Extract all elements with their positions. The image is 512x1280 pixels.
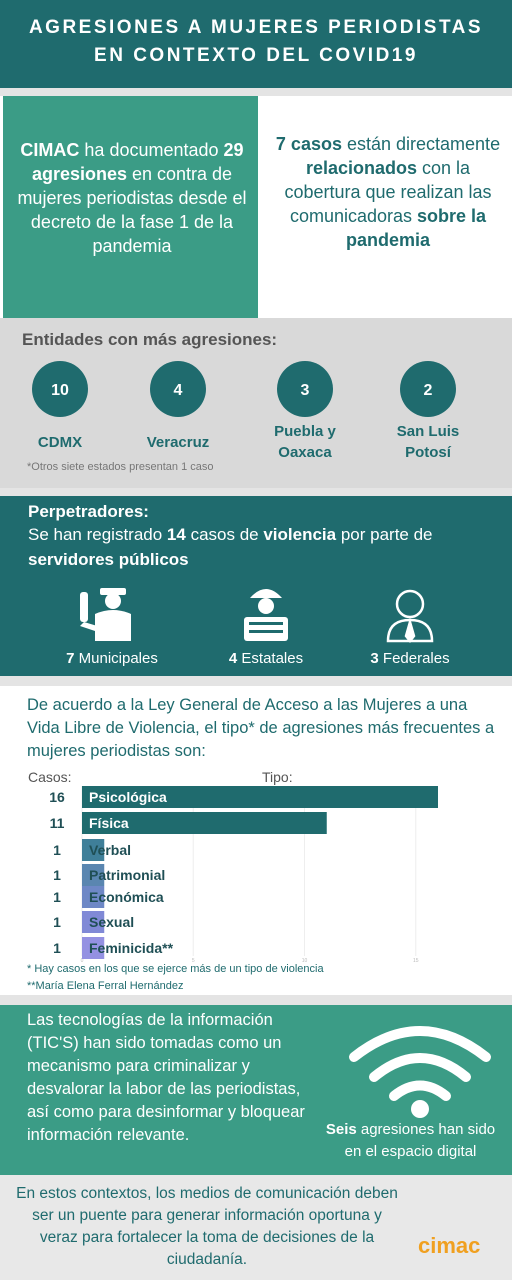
bar <box>82 839 105 861</box>
bar <box>82 886 105 908</box>
entity-circle <box>150 361 206 417</box>
bar <box>82 812 327 834</box>
perp-label: Estatales <box>241 650 304 667</box>
entity-name: Veracruz <box>146 434 210 451</box>
bar <box>82 786 438 808</box>
x-tick-label: 0 <box>81 958 84 964</box>
intro-left-box <box>3 96 258 318</box>
text-segment: por parte de <box>336 525 433 544</box>
logo: cimac <box>418 1233 481 1258</box>
footer-text: En estos contextos, los medios de comuni… <box>16 1185 398 1268</box>
category-label: Verbal <box>89 842 131 858</box>
tics-digital: Seis agresiones han sido en el espacio d… <box>318 1119 503 1163</box>
perp-count: 7 <box>66 650 75 667</box>
bar <box>82 937 105 959</box>
perp-title: Perpetradores: <box>28 502 149 521</box>
text-segment: Se han registrado <box>28 525 167 544</box>
x-tick-label: 15 <box>413 958 419 964</box>
count-label: 16 <box>49 789 65 805</box>
entity-count: 2 <box>424 382 433 399</box>
intro-right: 7 casos están directamente relacionados … <box>272 132 504 252</box>
intro-left: CIMAC ha documentado 29 agresiones en co… <box>16 138 248 258</box>
entity-count: 10 <box>51 382 69 399</box>
title-line: AGRESIONES A MUJERES PERIODISTAS <box>28 17 484 38</box>
category-label: Económica <box>89 889 164 905</box>
text-segment: 14 <box>166 525 186 544</box>
perp-item: 3 Federales <box>330 650 490 667</box>
perp-icons <box>80 588 434 644</box>
tics-text: Las tecnologías de la información (TIC'S… <box>27 1011 305 1144</box>
text-segment: ha documentado <box>79 140 224 160</box>
text-segment: en contra de mujeres periodistas desde e… <box>17 164 247 256</box>
text-segment: relacionados <box>305 158 417 178</box>
category-label: Física <box>89 815 129 831</box>
entities-title: Entidades con más agresiones: <box>22 330 278 349</box>
count-label: 11 <box>50 815 65 831</box>
perp-text: Se han registrado 14 casos de violencia … <box>28 522 488 572</box>
perp-count: 4 <box>228 650 238 667</box>
bar <box>82 864 105 886</box>
entity-name: CDMX <box>37 434 83 451</box>
text-segment: 7 casos <box>275 134 342 154</box>
text-segment: con la cobertura que realizan las comuni… <box>284 158 492 226</box>
perp-item: 7 Municipales <box>32 650 192 667</box>
entity-count: 3 <box>301 382 310 399</box>
text-segment: Seis <box>325 1121 357 1138</box>
entities-graphic: 10 4 3 2 <box>32 361 456 417</box>
perp-item: 4 Estatales <box>186 650 346 667</box>
law: De acuerdo a la Ley General de Acceso a … <box>0 686 512 995</box>
entity-name: Puebla y Oaxaca <box>274 423 336 461</box>
entity-count: 4 <box>174 382 183 399</box>
text-segment: sobre la pandemia <box>345 206 487 250</box>
bar <box>82 911 105 933</box>
entity-circle <box>32 361 88 417</box>
title: AGRESIONES A MUJERES PERIODISTAS EN CONTE… <box>0 14 512 70</box>
category-label: Feminicida** <box>89 940 174 956</box>
entity-circle <box>400 361 456 417</box>
text-segment: CIMAC <box>20 140 80 160</box>
icon-estatal <box>244 589 288 641</box>
wifi-icon <box>349 1026 491 1118</box>
count-label: 1 <box>53 940 61 956</box>
category-label: Psicológica <box>89 789 167 805</box>
count-label: 1 <box>53 889 61 905</box>
perp-label: Municipales <box>78 650 158 667</box>
law-intro: De acuerdo a la Ley General de Acceso a … <box>27 696 495 760</box>
category-label: Sexual <box>89 914 134 930</box>
icon-federal <box>386 589 434 644</box>
text-segment: servidores públicos <box>28 550 189 569</box>
title-line: EN CONTEXTO DEL COVID19 <box>94 45 418 66</box>
x-tick-label: 10 <box>302 958 308 964</box>
entity-name: San Luis Potosí <box>396 423 460 461</box>
intro: CIMAC ha documentado 29 agresiones en co… <box>0 96 512 318</box>
law-note: * Hay casos en los que se ejerce más de … <box>27 963 324 975</box>
law-note: **María Elena Ferral Hernández <box>27 980 184 992</box>
text-segment: violencia <box>263 525 337 544</box>
tics: Las tecnologías de la información (TIC'S… <box>0 1005 512 1175</box>
category-label: Patrimonial <box>89 867 165 883</box>
entities-note: *Otros siete estados presentan 1 caso <box>27 461 214 473</box>
text-segment: están directamente <box>341 134 501 154</box>
entities: Entidades con más agresiones: 10 4 3 2 *Otr… <box>0 318 512 488</box>
perpetrators: Perpetradores: Se han registrado 14 caso… <box>0 496 512 676</box>
count-label: 1 <box>53 867 61 883</box>
text-segment: casos de <box>185 525 264 544</box>
count-label: 1 <box>53 914 61 930</box>
perp-count: 3 <box>370 650 379 667</box>
category-header: Tipo: <box>262 769 293 785</box>
x-tick-label: 5 <box>192 958 195 964</box>
count-label: 1 <box>53 842 61 858</box>
entity-circle <box>277 361 333 417</box>
header: AGRESIONES A MUJERES PERIODISTAS EN CONTE… <box>0 0 512 88</box>
text-segment: 29 agresiones <box>31 140 244 184</box>
footer: En estos contextos, los medios de comuni… <box>0 1175 512 1280</box>
count-header: Casos: <box>28 769 72 785</box>
text-segment: agresiones han sido en el espacio digita… <box>344 1121 496 1160</box>
perp-label: Federales <box>382 650 450 667</box>
icon-municipal <box>80 588 131 641</box>
